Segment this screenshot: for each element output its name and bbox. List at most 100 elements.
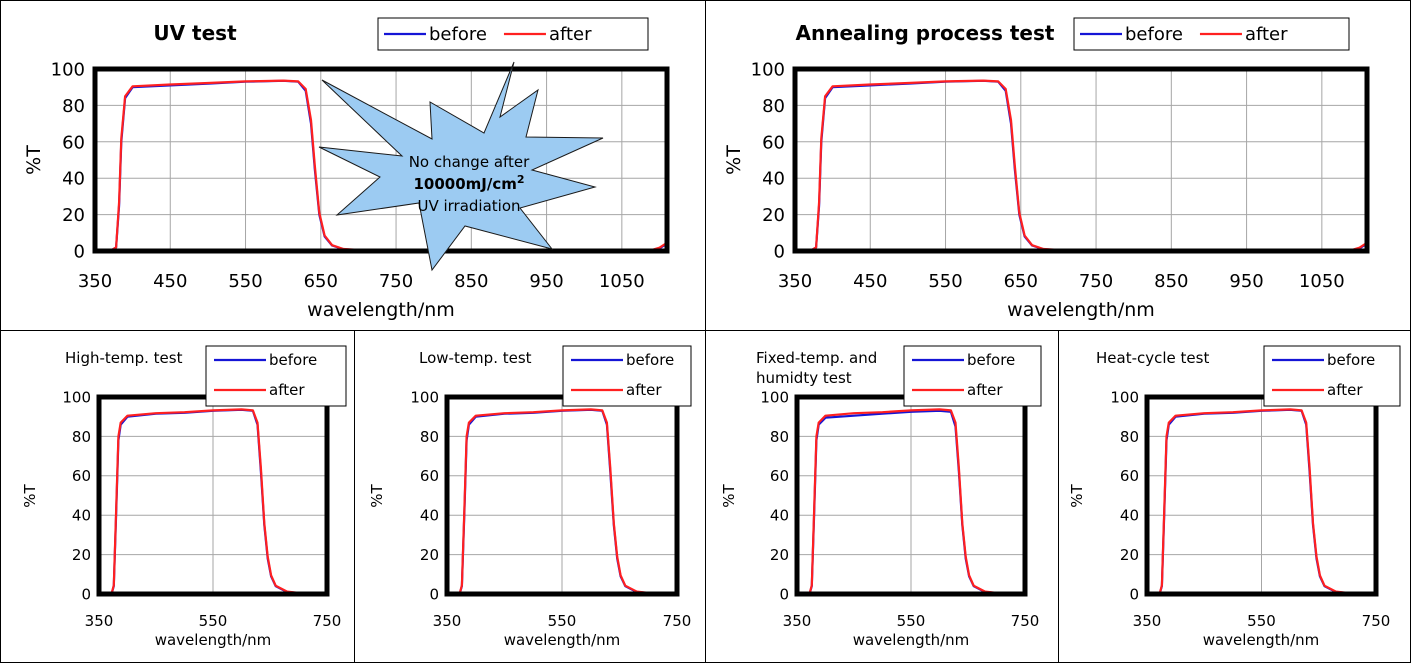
x-tick-label-550: 550 xyxy=(928,271,962,292)
x-tick-label-650: 650 xyxy=(1004,271,1038,292)
x-tick-label-550: 550 xyxy=(897,612,926,630)
x-tick-label-750: 750 xyxy=(379,271,413,292)
x-tick-label-750: 750 xyxy=(1011,612,1040,630)
y-tick-label-0: 0 xyxy=(74,241,85,262)
x-axis-label: wavelength/nm xyxy=(1203,631,1320,649)
x-tick-label-450: 450 xyxy=(853,271,887,292)
x-axis-label: wavelength/nm xyxy=(853,631,970,649)
y-tick-label-0: 0 xyxy=(774,241,785,262)
grid-lines xyxy=(797,397,1025,594)
y-tick-label-80: 80 xyxy=(62,96,85,117)
legend-label-before: before xyxy=(269,351,317,369)
y-tick-label-40: 40 xyxy=(1120,507,1139,525)
y-tick-label-60: 60 xyxy=(62,132,85,153)
chart-title: Low-temp. test xyxy=(419,349,532,367)
legend: before after xyxy=(205,345,347,407)
x-tick-label-350: 350 xyxy=(778,271,812,292)
y-axis-label: %T xyxy=(720,483,738,507)
callout-line-2-superscript: 2 xyxy=(517,173,525,186)
series-line-after xyxy=(447,408,677,596)
chart-6: Heat-cycle test 0 20 40 60 80 100 350 550 750 wave… xyxy=(1068,345,1401,649)
chart-title: Fixed-temp. and humidty test xyxy=(756,349,877,387)
x-axis-label: wavelength/nm xyxy=(504,631,621,649)
y-tick-label-0: 0 xyxy=(81,585,91,603)
legend-label-after: after xyxy=(626,381,662,399)
x-tick-label-550: 550 xyxy=(228,271,262,292)
y-tick-label-20: 20 xyxy=(1120,546,1139,564)
y-tick-label-80: 80 xyxy=(1120,428,1139,446)
y-tick-label-80: 80 xyxy=(770,428,789,446)
legend: before after xyxy=(1073,17,1350,51)
callout-burst-shape xyxy=(318,61,604,272)
y-tick-label-40: 40 xyxy=(62,169,85,190)
callout-line-3: UV irradiation xyxy=(417,197,520,215)
y-tick-label-40: 40 xyxy=(770,507,789,525)
y-tick-label-100: 100 xyxy=(62,388,91,406)
grid-lines xyxy=(447,397,677,594)
chart-3: High-temp. test 0 20 40 60 80 100 350 550 750 wave… xyxy=(21,345,347,649)
y-axis-label: %T xyxy=(23,145,45,175)
series-line-after xyxy=(797,408,1025,596)
x-tick-label-750: 750 xyxy=(1362,612,1391,630)
grid-lines xyxy=(99,397,327,594)
x-tick-label-1050: 1050 xyxy=(599,271,645,292)
plot-frame xyxy=(92,66,670,254)
grid-lines xyxy=(795,69,1367,251)
x-tick-label-850: 850 xyxy=(454,271,488,292)
chart-title: UV test xyxy=(153,21,237,45)
y-tick-label-40: 40 xyxy=(72,507,91,525)
y-tick-label-80: 80 xyxy=(420,428,439,446)
y-tick-label-80: 80 xyxy=(72,428,91,446)
x-tick-label-750: 750 xyxy=(1079,271,1113,292)
chart-5: Fixed-temp. and humidty test 0 20 40 60 80 100 3… xyxy=(720,345,1042,649)
x-tick-label-350: 350 xyxy=(433,612,462,630)
x-tick-label-350: 350 xyxy=(85,612,114,630)
legend-box xyxy=(562,345,692,407)
x-tick-label-350: 350 xyxy=(1133,612,1162,630)
y-tick-label-60: 60 xyxy=(1120,467,1139,485)
y-tick-label-100: 100 xyxy=(1110,388,1139,406)
callout-line-1: No change after xyxy=(409,153,530,171)
y-tick-label-0: 0 xyxy=(1129,585,1139,603)
chart-2: Annealing process test 0 20 40 60 80 100 350 450… xyxy=(723,17,1370,321)
chart-title: Annealing process test xyxy=(796,21,1055,45)
legend-label-after: after xyxy=(1327,381,1363,399)
y-tick-label-20: 20 xyxy=(62,205,85,226)
y-tick-label-40: 40 xyxy=(420,507,439,525)
legend: before after xyxy=(1263,345,1401,407)
legend: before after xyxy=(377,17,649,51)
series-line-after xyxy=(99,408,327,596)
y-axis-label: %T xyxy=(723,145,745,175)
x-axis-label: wavelength/nm xyxy=(307,299,455,321)
y-tick-label-80: 80 xyxy=(762,96,785,117)
chart-1: UV test 0 20 40 60 80 100 350 450 550 650 750 850 950… xyxy=(23,17,670,321)
x-tick-label-650: 650 xyxy=(304,271,338,292)
x-axis-label: wavelength/nm xyxy=(1007,299,1155,321)
plot-frame xyxy=(444,394,680,597)
y-tick-label-60: 60 xyxy=(770,467,789,485)
y-tick-label-40: 40 xyxy=(762,169,785,190)
y-axis-label: %T xyxy=(368,483,386,507)
y-tick-label-100: 100 xyxy=(760,388,789,406)
x-tick-label-750: 750 xyxy=(663,612,692,630)
y-tick-label-20: 20 xyxy=(420,546,439,564)
y-tick-label-100: 100 xyxy=(410,388,439,406)
y-tick-label-100: 100 xyxy=(751,59,785,80)
x-tick-label-950: 950 xyxy=(1229,271,1263,292)
plot-frame xyxy=(792,66,1370,254)
x-tick-label-550: 550 xyxy=(199,612,228,630)
chart-title-line-1: Fixed-temp. and xyxy=(756,349,877,367)
x-tick-label-550: 550 xyxy=(1247,612,1276,630)
legend: before after xyxy=(903,345,1042,407)
chart-title: Heat-cycle test xyxy=(1096,349,1209,367)
x-tick-label-350: 350 xyxy=(78,271,112,292)
legend-label-before: before xyxy=(1327,351,1375,369)
legend-label-before: before xyxy=(429,24,487,45)
y-tick-label-20: 20 xyxy=(770,546,789,564)
legend-box xyxy=(1263,345,1401,407)
y-tick-label-60: 60 xyxy=(72,467,91,485)
y-axis-label: %T xyxy=(21,483,39,507)
